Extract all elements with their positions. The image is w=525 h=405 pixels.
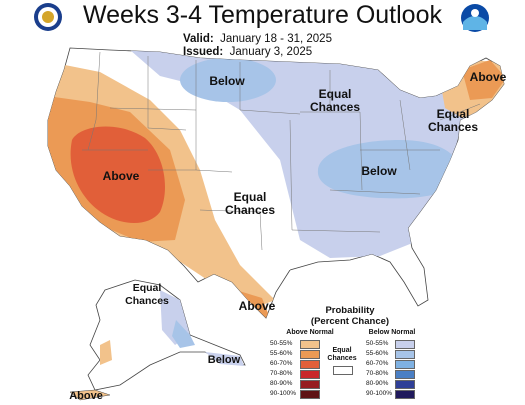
issued-label: Issued: <box>183 46 224 58</box>
legend-above-label: 90-100% <box>270 389 297 397</box>
label-equal-north-1: Equal <box>318 87 352 101</box>
legend-below-swatch <box>395 350 415 359</box>
label-equal-central-1: Equal <box>233 190 267 204</box>
valid-line: Valid: January 18 - 31, 2025 <box>183 33 332 46</box>
legend-above-swatch <box>300 370 320 379</box>
label-above-alaska: Above <box>69 390 103 402</box>
below-east-region <box>317 140 461 199</box>
legend-below-swatch <box>395 370 415 379</box>
below-north-region <box>180 58 276 102</box>
label-below-north: Below <box>209 74 245 88</box>
legend-below-label: 55-60% <box>366 349 389 357</box>
valid-dates: January 18 - 31, 2025 <box>220 33 332 45</box>
legend-below-swatch <box>395 380 415 389</box>
legend-title-1: Probability <box>325 305 375 316</box>
legend-above-swatch <box>300 360 320 369</box>
alaska-map <box>69 279 246 401</box>
legend-above-swatch <box>300 340 320 349</box>
legend-title-2: (Percent Chance) <box>310 316 390 327</box>
label-equal-east-2: Chances <box>427 120 479 134</box>
legend-below-swatch <box>395 360 415 369</box>
page-title: Weeks 3-4 Temperature Outlook <box>83 1 442 29</box>
legend-below-label: 80-90% <box>366 379 389 387</box>
legend-above-swatch <box>300 350 320 359</box>
label-equal-east: Equal Chances <box>418 108 488 134</box>
label-equal-north: Equal Chances <box>300 88 370 114</box>
label-equal-central-2: Chances <box>224 203 276 217</box>
label-above-west: Above <box>102 169 140 183</box>
legend-above-label: 60-70% <box>270 359 293 367</box>
label-equal-central: Equal Chances <box>215 191 285 217</box>
valid-label: Valid: <box>183 33 214 45</box>
label-equal-alaska-2: Chances <box>125 295 169 307</box>
issued-line: Issued: January 3, 2025 <box>183 46 312 59</box>
legend-equal-2: Chances <box>327 355 357 362</box>
label-below-alaska: Below <box>207 354 241 366</box>
below-light-region <box>130 50 480 258</box>
legend-above-swatch <box>300 390 320 399</box>
doc-seal-icon <box>34 3 62 31</box>
label-above-texas: Above <box>238 299 276 313</box>
label-below-east: Below <box>361 164 397 178</box>
legend-equal-swatch <box>333 366 353 375</box>
label-equal-north-2: Chances <box>309 100 361 114</box>
legend-above-label: 50-55% <box>270 339 293 347</box>
legend-below-label: 70-80% <box>366 369 389 377</box>
legend-below-swatch <box>395 340 415 349</box>
noaa-logo-icon <box>461 4 489 32</box>
label-equal-east-1: Equal <box>436 107 470 121</box>
label-equal-alaska: Equal Chances <box>112 282 182 308</box>
state-lines <box>82 51 481 251</box>
legend-below-label: 60-70% <box>366 359 389 367</box>
above-northeast-core <box>462 60 504 100</box>
legend-above-swatch <box>300 380 320 389</box>
issued-date: January 3, 2025 <box>229 46 313 58</box>
label-above-northeast: Above <box>469 70 507 84</box>
legend-above-label: 80-90% <box>270 379 293 387</box>
legend-above-label: 70-80% <box>270 369 293 377</box>
legend-above-label: 55-60% <box>270 349 293 357</box>
legend-equal-1: Equal <box>332 347 352 354</box>
label-equal-alaska-1: Equal <box>132 282 162 294</box>
above-core-region <box>70 126 165 224</box>
legend-below-header: Below Normal <box>368 329 416 336</box>
legend-title: Probability (Percent Chance) <box>300 305 400 327</box>
equal-central-region <box>175 90 300 270</box>
legend-above-header: Above Normal <box>286 329 334 336</box>
legend-below-swatch <box>395 390 415 399</box>
legend-below-label: 90-100% <box>366 389 393 397</box>
legend-below-label: 50-55% <box>366 339 389 347</box>
legend-equal-label: Equal Chances <box>322 347 362 363</box>
